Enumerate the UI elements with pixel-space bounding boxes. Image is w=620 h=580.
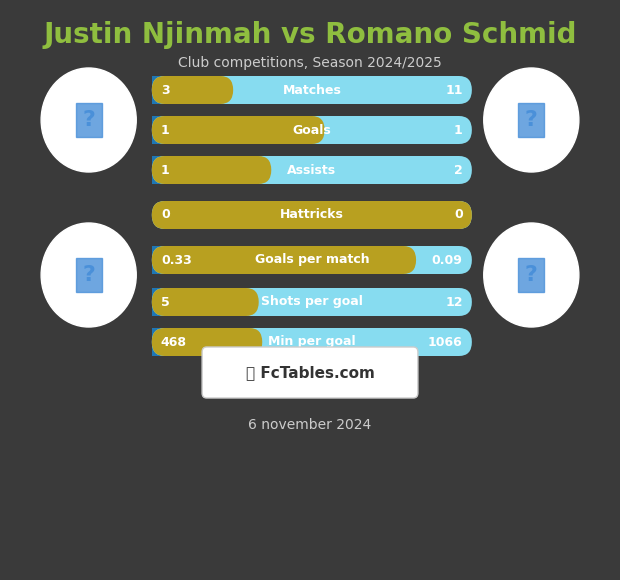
FancyBboxPatch shape	[152, 156, 272, 184]
Text: 6 november 2024: 6 november 2024	[249, 418, 371, 432]
Text: 2: 2	[454, 164, 463, 176]
Text: Matches: Matches	[282, 84, 341, 96]
Text: 🏠 FcTables.com: 🏠 FcTables.com	[246, 365, 374, 380]
Text: Goals per match: Goals per match	[255, 253, 369, 266]
Text: 11: 11	[445, 84, 463, 96]
Text: 12: 12	[445, 295, 463, 309]
FancyBboxPatch shape	[152, 288, 259, 316]
FancyBboxPatch shape	[152, 288, 472, 316]
Text: 0: 0	[454, 208, 463, 222]
FancyBboxPatch shape	[152, 76, 233, 104]
Text: 1: 1	[161, 164, 170, 176]
Text: 1: 1	[454, 124, 463, 136]
FancyBboxPatch shape	[152, 328, 262, 356]
Bar	[152, 288, 246, 316]
Text: Hattricks: Hattricks	[280, 208, 343, 222]
Text: ?: ?	[525, 110, 538, 130]
Bar	[152, 156, 259, 184]
Text: 0.09: 0.09	[432, 253, 463, 266]
FancyBboxPatch shape	[152, 116, 325, 144]
FancyBboxPatch shape	[152, 328, 472, 356]
Bar	[152, 116, 312, 144]
Text: 1066: 1066	[428, 335, 463, 349]
FancyBboxPatch shape	[152, 201, 472, 229]
Bar	[152, 76, 220, 104]
Text: ?: ?	[82, 265, 95, 285]
FancyBboxPatch shape	[152, 246, 472, 274]
Text: 468: 468	[161, 335, 187, 349]
FancyBboxPatch shape	[152, 246, 416, 274]
Bar	[152, 328, 249, 356]
Text: Assists: Assists	[287, 164, 337, 176]
Circle shape	[484, 223, 579, 327]
Text: 3: 3	[161, 84, 169, 96]
Text: 5: 5	[161, 295, 170, 309]
Circle shape	[484, 68, 579, 172]
Bar	[152, 246, 403, 274]
FancyBboxPatch shape	[152, 201, 472, 229]
Text: Justin Njinmah vs Romano Schmid: Justin Njinmah vs Romano Schmid	[43, 21, 577, 49]
Text: ?: ?	[82, 110, 95, 130]
Text: 0: 0	[161, 208, 170, 222]
Text: Goals: Goals	[293, 124, 331, 136]
Text: ?: ?	[525, 265, 538, 285]
Text: 0.33: 0.33	[161, 253, 192, 266]
Circle shape	[41, 68, 136, 172]
FancyBboxPatch shape	[152, 76, 472, 104]
Text: 1: 1	[161, 124, 170, 136]
Text: Min per goal: Min per goal	[268, 335, 356, 349]
FancyBboxPatch shape	[152, 116, 472, 144]
Circle shape	[41, 223, 136, 327]
Text: Club competitions, Season 2024/2025: Club competitions, Season 2024/2025	[178, 56, 442, 70]
FancyBboxPatch shape	[152, 156, 472, 184]
Text: Shots per goal: Shots per goal	[261, 295, 363, 309]
FancyBboxPatch shape	[202, 347, 418, 398]
